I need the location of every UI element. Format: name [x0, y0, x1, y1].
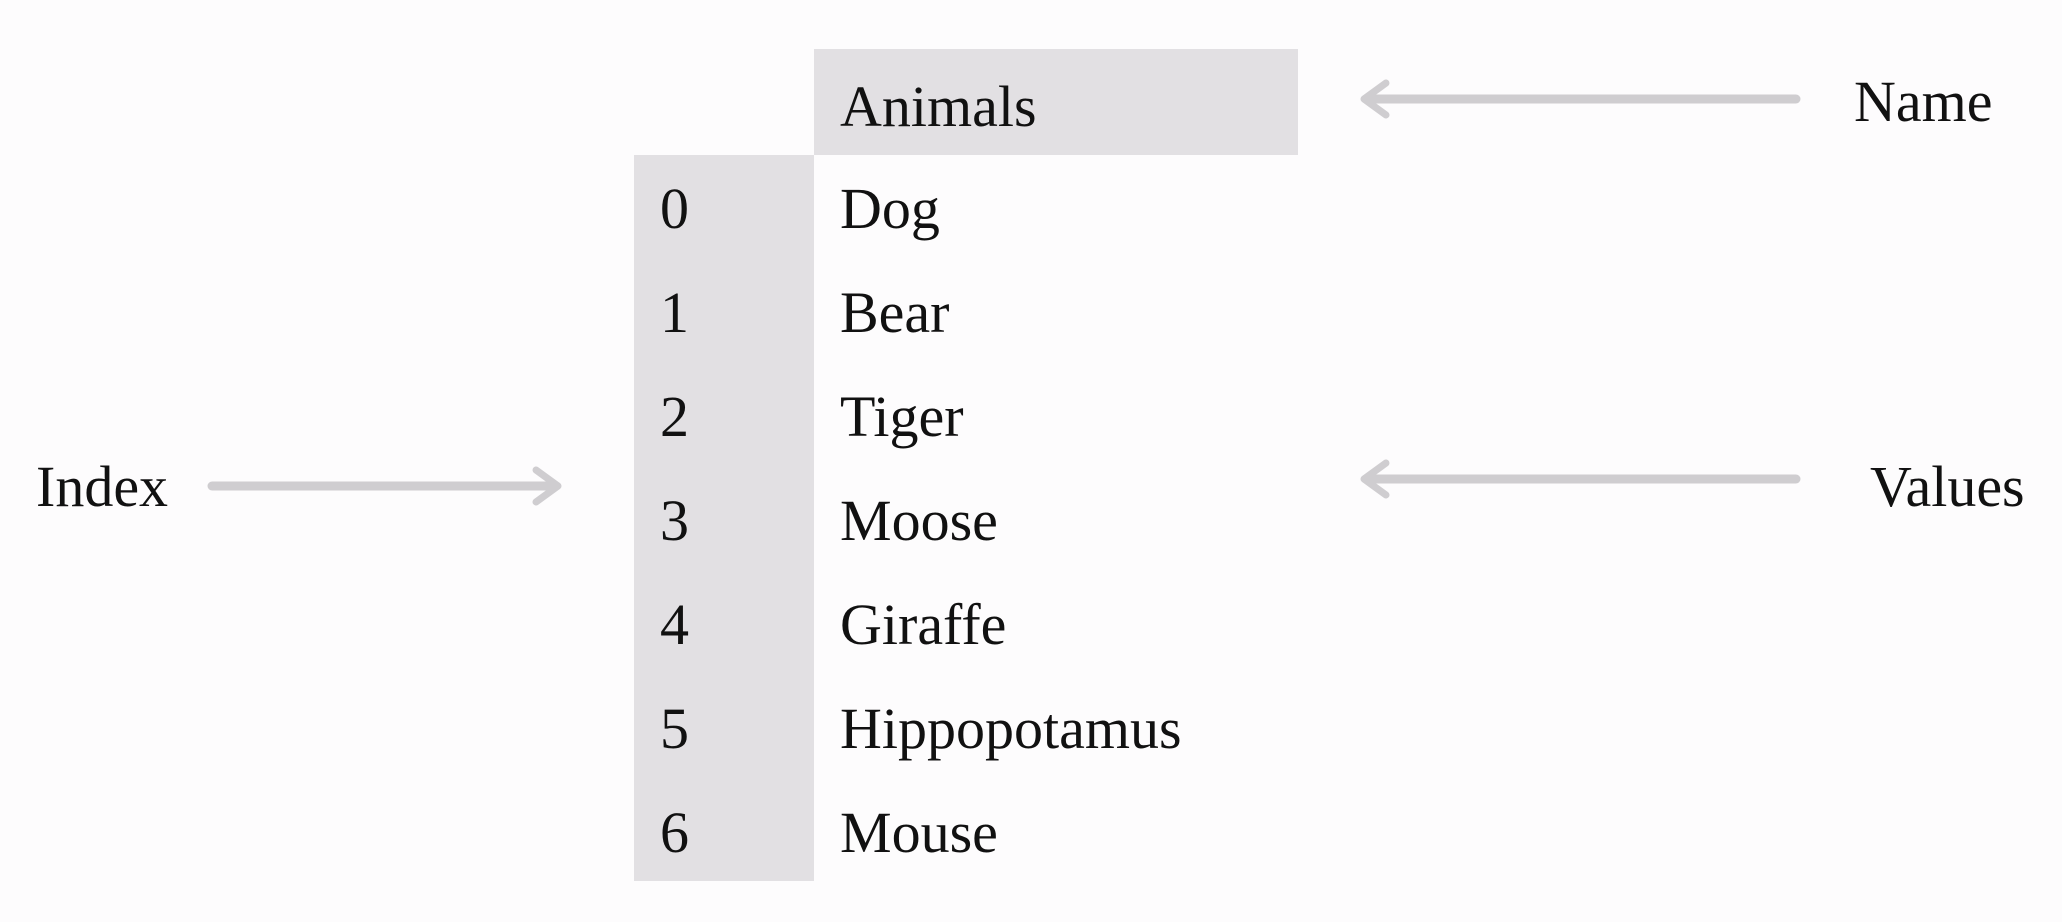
- row-index: 4: [660, 592, 689, 657]
- series-rows: 0 Dog 1 Bear 2 Tiger 3 Moose 4 Giraffe 5…: [634, 166, 1298, 894]
- row-value: Hippopotamus: [840, 696, 1182, 761]
- values-arrow-icon: [1360, 459, 1801, 499]
- row-value: Mouse: [840, 800, 998, 865]
- row-index: 2: [660, 384, 689, 449]
- series-row: 3 Moose: [634, 478, 1298, 582]
- row-value: Bear: [840, 280, 950, 345]
- series-row: 0 Dog: [634, 166, 1298, 270]
- index-callout-label: Index: [36, 454, 169, 519]
- name-callout-label: Name: [1854, 69, 1993, 134]
- series-row: 4 Giraffe: [634, 582, 1298, 686]
- row-index: 3: [660, 488, 689, 553]
- series-row: 5 Hippopotamus: [634, 686, 1298, 790]
- row-value: Giraffe: [840, 592, 1007, 657]
- name-arrow-icon: [1360, 79, 1801, 119]
- index-column: [634, 155, 814, 881]
- values-callout-label: Values: [1870, 454, 2025, 519]
- row-index: 0: [660, 176, 689, 241]
- series-row: 2 Tiger: [634, 374, 1298, 478]
- series-row: 1 Bear: [634, 270, 1298, 374]
- series-row: 6 Mouse: [634, 790, 1298, 894]
- row-value: Dog: [840, 176, 940, 241]
- row-index: 5: [660, 696, 689, 761]
- row-value: Moose: [840, 488, 998, 553]
- row-value: Tiger: [840, 384, 964, 449]
- series-name-cell: [814, 49, 1298, 155]
- row-index: 1: [660, 280, 689, 345]
- row-index: 6: [660, 800, 689, 865]
- series-name-label: Animals: [840, 74, 1037, 139]
- index-arrow-icon: [207, 466, 562, 506]
